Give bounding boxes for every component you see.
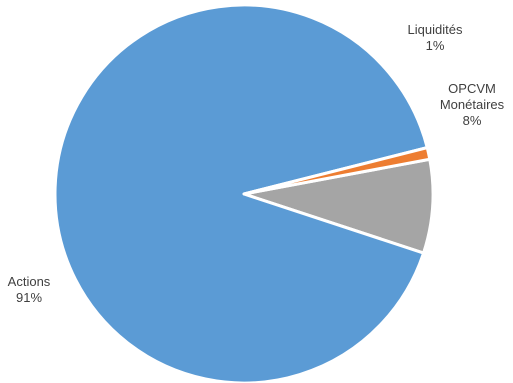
data-label-liquidites: Liquidités 1% bbox=[408, 22, 463, 53]
data-label-value: 1% bbox=[426, 38, 445, 53]
pie-slice-opcvm-monetaires bbox=[242, 157, 435, 255]
data-label-category: Actions bbox=[8, 274, 51, 289]
pie-slice-actions bbox=[53, 3, 429, 383]
slices-layer bbox=[53, 3, 435, 383]
labels-layer: OPCVM Monétaires 8% Actions 91% Liquidités 1% bbox=[8, 22, 505, 305]
data-label-actions: Actions 91% bbox=[8, 274, 51, 305]
data-label-category: OPCVM bbox=[448, 81, 496, 96]
pie-slice-liquidites bbox=[242, 146, 432, 196]
data-label-category: Liquidités bbox=[408, 22, 463, 37]
data-label-value: 8% bbox=[463, 113, 482, 128]
data-label-category: Monétaires bbox=[440, 97, 505, 112]
data-label-opcvm-monetaires: OPCVM Monétaires 8% bbox=[440, 81, 505, 128]
data-label-value: 91% bbox=[16, 290, 42, 305]
